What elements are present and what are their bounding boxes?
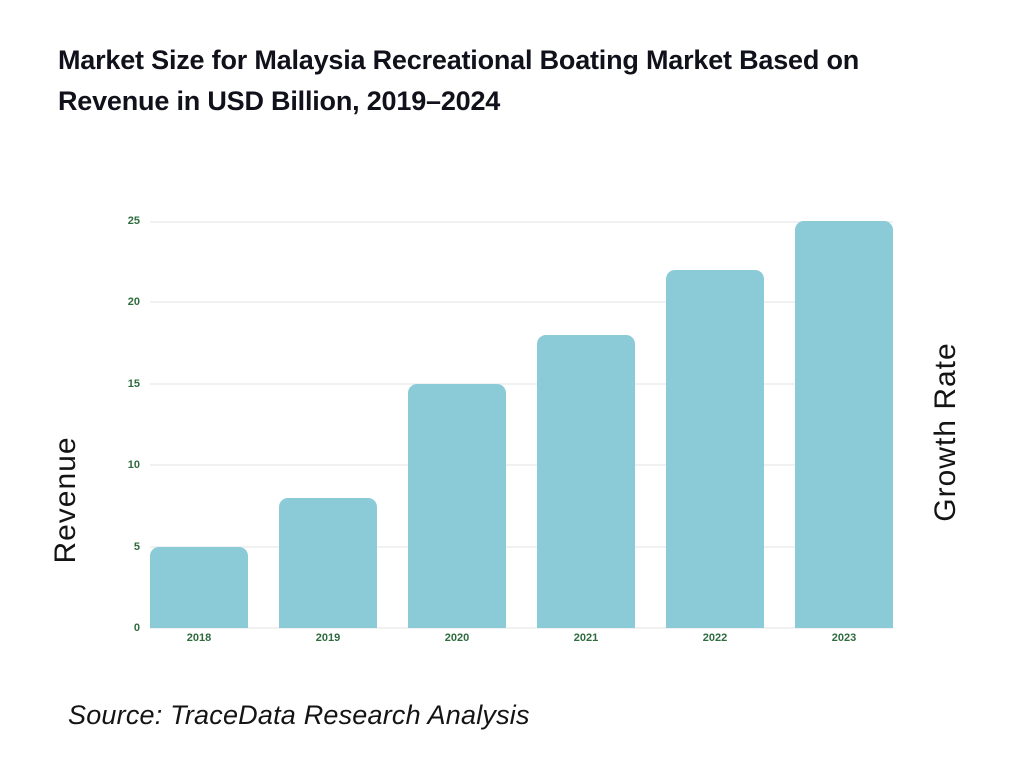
- y-tick-label: 5: [133, 540, 140, 553]
- gridline: [150, 464, 893, 467]
- y-tick-label: 0: [133, 622, 140, 634]
- x-tick-label: 2022: [702, 632, 728, 644]
- chart-title: Market Size for Malaysia Recreational Bo…: [58, 45, 860, 116]
- bar-2018: [150, 546, 248, 628]
- x-tick-label: 2020: [444, 632, 470, 644]
- y-tick-label: 10: [127, 459, 140, 472]
- gridline: [150, 382, 893, 385]
- x-tick-label: 2023: [831, 632, 857, 644]
- gridline: [150, 221, 893, 223]
- bar-2023: [795, 221, 893, 628]
- y-tick-label: 15: [127, 377, 140, 390]
- bar-2019: [279, 497, 377, 628]
- x-tick-label: 2018: [186, 632, 212, 644]
- gridline: [150, 627, 893, 629]
- bar-2020: [408, 383, 506, 628]
- y-tick-label: 25: [127, 215, 140, 227]
- source-text: Source: TraceData Research Analysis: [68, 700, 530, 730]
- gridline: [150, 545, 893, 548]
- bar-2022: [666, 269, 764, 628]
- gridline: [150, 301, 893, 304]
- right-axis-label: Growth Rate: [929, 342, 962, 522]
- y-tick-label: 20: [127, 296, 140, 309]
- bar-2021: [537, 334, 635, 628]
- left-axis-label: Revenue: [49, 436, 82, 564]
- plot-area: 0 5 10 15 20 25 2018 2019 2020 2021 2022 2023: [128, 215, 893, 644]
- x-tick-label: 2019: [315, 632, 341, 644]
- x-tick-label: 2021: [573, 632, 599, 644]
